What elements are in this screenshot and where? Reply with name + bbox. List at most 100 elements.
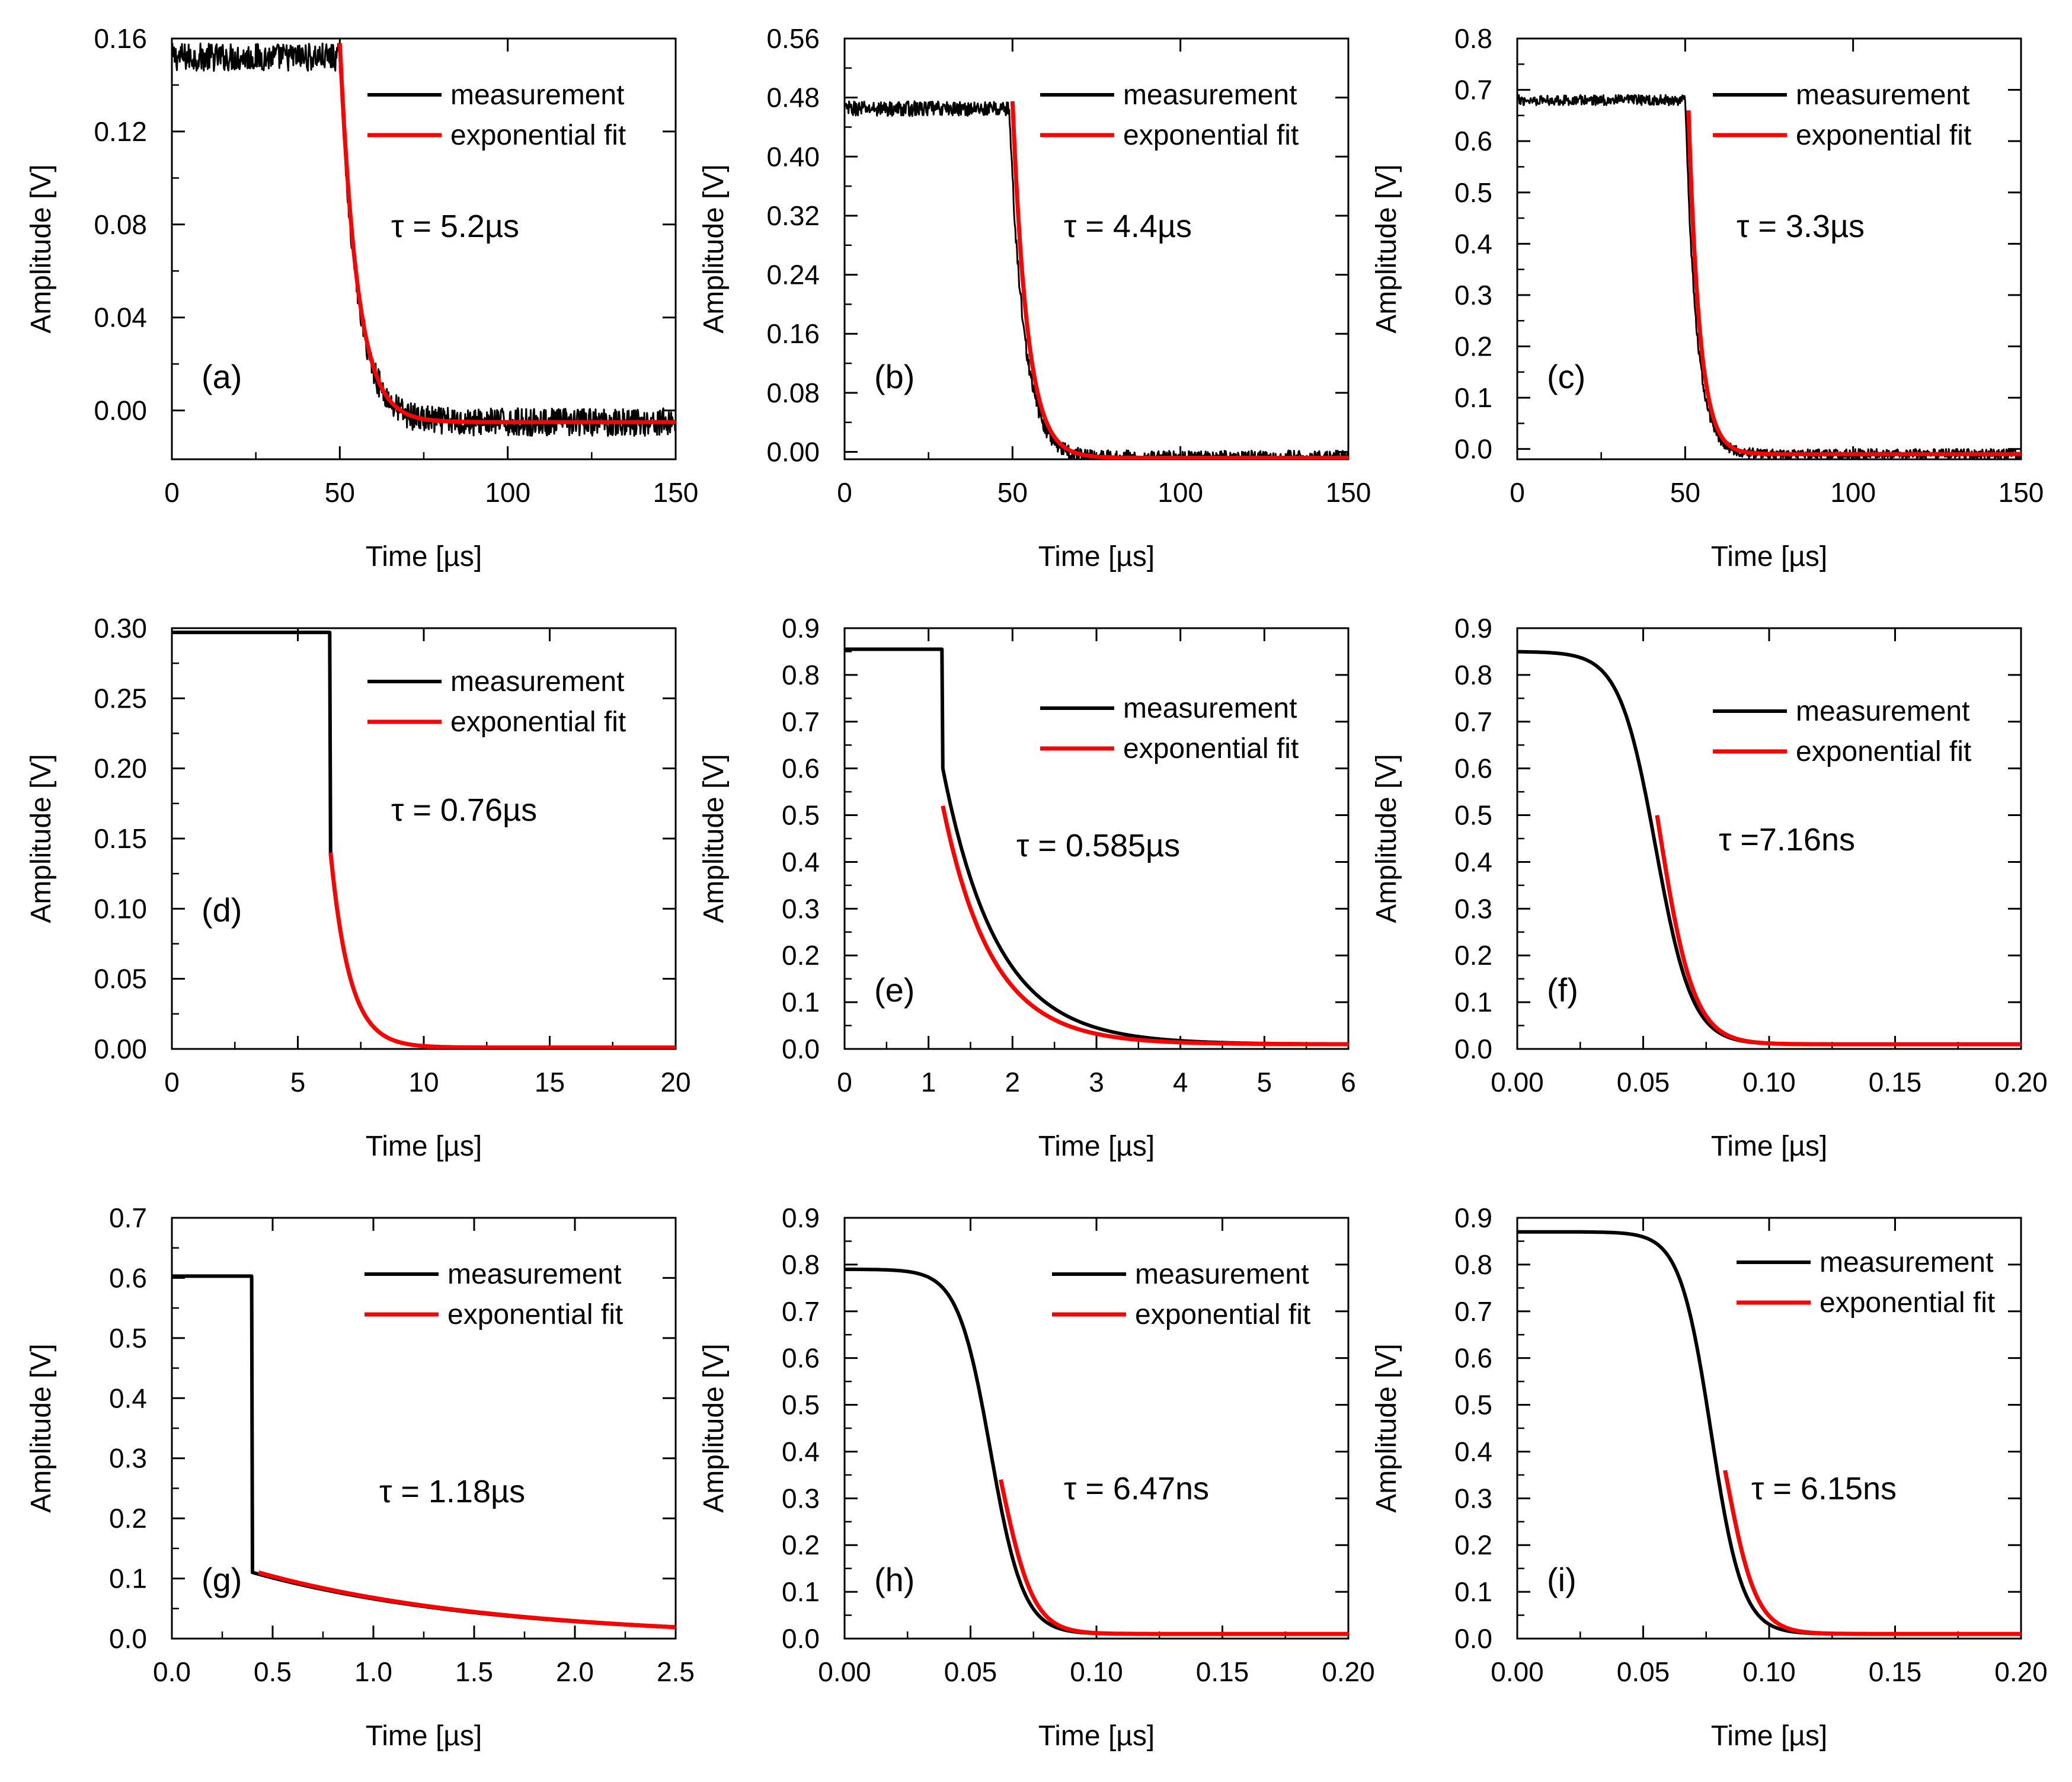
fit-series-line [1655,815,2021,1047]
fit-series-line [328,852,676,1049]
fit-series-line [1010,101,1348,459]
legend-measurement-label: measurement [447,1259,621,1290]
panel-b: 0 50 100 150 0.00 0.08 0.16 0.24 0.32 0.40 0.48 0.5… [698,23,1371,572]
x-tick-label: 150 [653,477,699,508]
y-tick-label: 0.7 [1454,706,1492,737]
x-tick-label: 0.20 [1994,1656,2048,1687]
y-tick-label: 0.6 [782,753,820,784]
y-tick-label: 0.7 [782,1296,820,1327]
y-tick-label: 0.8 [1454,1249,1492,1280]
panel-label: (e) [874,971,915,1009]
legend-fit-label: exponential fit [447,1299,623,1330]
x-axis-label: Time [µs] [1711,541,1828,572]
y-tick-label: 0.05 [94,964,147,994]
y-tick-label: 0.12 [94,116,147,147]
panel-label: (d) [202,891,242,929]
fit-series-line [999,1479,1348,1636]
x-axis-label: Time [µs] [1038,1720,1155,1752]
tau-annotation: τ = 1.18µs [379,1474,525,1509]
legend-fit-label: exponential fit [450,706,626,738]
tau-annotation: τ = 4.4µs [1064,209,1192,244]
y-tick-label: 0.08 [94,209,147,240]
fit-series-line [941,805,1348,1047]
legend-measurement-label: measurement [450,666,624,698]
y-tick-label: 0.0 [1454,1623,1492,1654]
x-tick-label: 0.10 [1742,1656,1796,1687]
x-tick-label: 50 [997,477,1028,508]
y-tick-label: 0.7 [1454,75,1492,105]
legend-fit-label: exponential fit [1796,736,1971,767]
y-tick-label: 0.1 [782,1576,820,1607]
fit-series-line [337,43,676,424]
legend-measurement-label: measurement [1796,79,1969,111]
y-tick-label: 0.1 [109,1563,147,1594]
panel-label: (h) [874,1561,915,1598]
x-tick-label: 50 [1670,477,1700,508]
fit-series-line [1686,110,2021,456]
y-tick-label: 0.6 [109,1262,147,1293]
y-axis-label: Amplitude [V] [1371,1343,1402,1512]
x-tick-label: 0.05 [944,1656,997,1687]
y-tick-label: 0.10 [94,893,147,924]
y-tick-label: 0.00 [94,395,147,426]
legend-measurement-label: measurement [1796,696,1969,727]
y-tick-label: 0.4 [782,1436,820,1467]
y-tick-label: 0.2 [1454,1530,1492,1560]
y-axis-label: Amplitude [V] [698,164,730,333]
fit-series-line [1723,1470,2021,1636]
y-tick-label: 0.6 [782,1343,820,1374]
measurement-series-line [845,100,1348,459]
legend-fit-label: exponential fit [1135,1299,1310,1330]
tau-annotation: τ = 6.15ns [1751,1471,1897,1506]
y-tick-label: 0.25 [94,683,147,714]
panel-label: (a) [202,358,242,395]
y-tick-label: 0.5 [782,1390,820,1421]
y-axis-label: Amplitude [V] [698,1343,730,1512]
x-tick-label: 20 [660,1067,690,1098]
y-tick-label: 0.24 [766,260,820,290]
x-tick-label: 100 [1157,477,1203,508]
tau-annotation: τ = 5.2µs [391,209,519,244]
x-tick-label: 2.5 [657,1656,695,1687]
legend-measurement-label: measurement [1123,693,1297,724]
x-tick-label: 50 [325,477,355,508]
x-tick-label: 150 [1326,477,1371,508]
x-tick-label: 10 [408,1067,439,1098]
y-tick-label: 0.0 [1454,434,1492,465]
x-tick-label: 0.05 [1617,1656,1670,1687]
y-tick-label: 0.3 [1454,1483,1492,1514]
legend-measurement-label: measurement [450,79,624,111]
panel-g: 0.0 0.5 1.0 1.5 2.0 2.5 0.0 0.1 0.2 0.3 0.4 0.5 0.6 0… [25,1202,695,1752]
x-tick-label: 0.15 [1869,1067,1922,1098]
panel-h: 0.00 0.05 0.10 0.15 0.20 0.0 0.1 0.2 0.3 0.4 0.5 0.… [698,1202,1375,1752]
y-axis-label: Amplitude [V] [1371,754,1402,923]
tau-annotation: τ =7.16ns [1719,822,1855,858]
y-tick-label: 0.5 [109,1323,147,1354]
x-tick-label: 0.0 [153,1656,191,1687]
y-tick-label: 0.7 [109,1202,147,1233]
y-tick-label: 0.8 [782,660,820,690]
y-tick-label: 0.2 [782,1530,820,1560]
y-tick-label: 0.8 [782,1249,820,1280]
y-tick-label: 0.9 [782,613,820,644]
x-tick-label: 0.15 [1196,1656,1249,1687]
panel-f: 0.00 0.05 0.10 0.15 0.20 0.0 0.1 0.2 0.3 0.4 0.5 0.… [1371,613,2048,1162]
x-tick-label: 0.20 [1322,1656,1375,1687]
x-tick-label: 0.05 [1617,1067,1670,1098]
y-tick-label: 0.5 [782,800,820,831]
y-tick-label: 0.1 [782,987,820,1018]
panel-a: 0 50 100 150 0.00 0.04 0.08 0.12 0.16 Time [µs] Am… [25,23,698,572]
y-tick-label: 0.2 [1454,940,1492,971]
y-tick-label: 0.32 [766,200,820,231]
legend-fit-label: exponential fit [1820,1287,1995,1319]
panel-c: 0 50 100 150 0.0 0.1 0.2 0.3 0.4 0.5 0.6 0.7 0.8 Time… [1371,23,2044,572]
x-tick-label: 0.5 [254,1656,292,1687]
x-axis-label: Time [µs] [366,1720,482,1752]
y-tick-label: 0.4 [1454,846,1492,877]
y-tick-label: 0.6 [1454,1343,1492,1374]
panel-i: 0.00 0.05 0.10 0.15 0.20 0.0 0.1 0.2 0.3 0.4 0.5 0.… [1371,1202,2048,1752]
x-axis-label: Time [µs] [1038,541,1155,572]
y-tick-label: 0.0 [1454,1034,1492,1064]
panel-label: (g) [202,1561,242,1598]
